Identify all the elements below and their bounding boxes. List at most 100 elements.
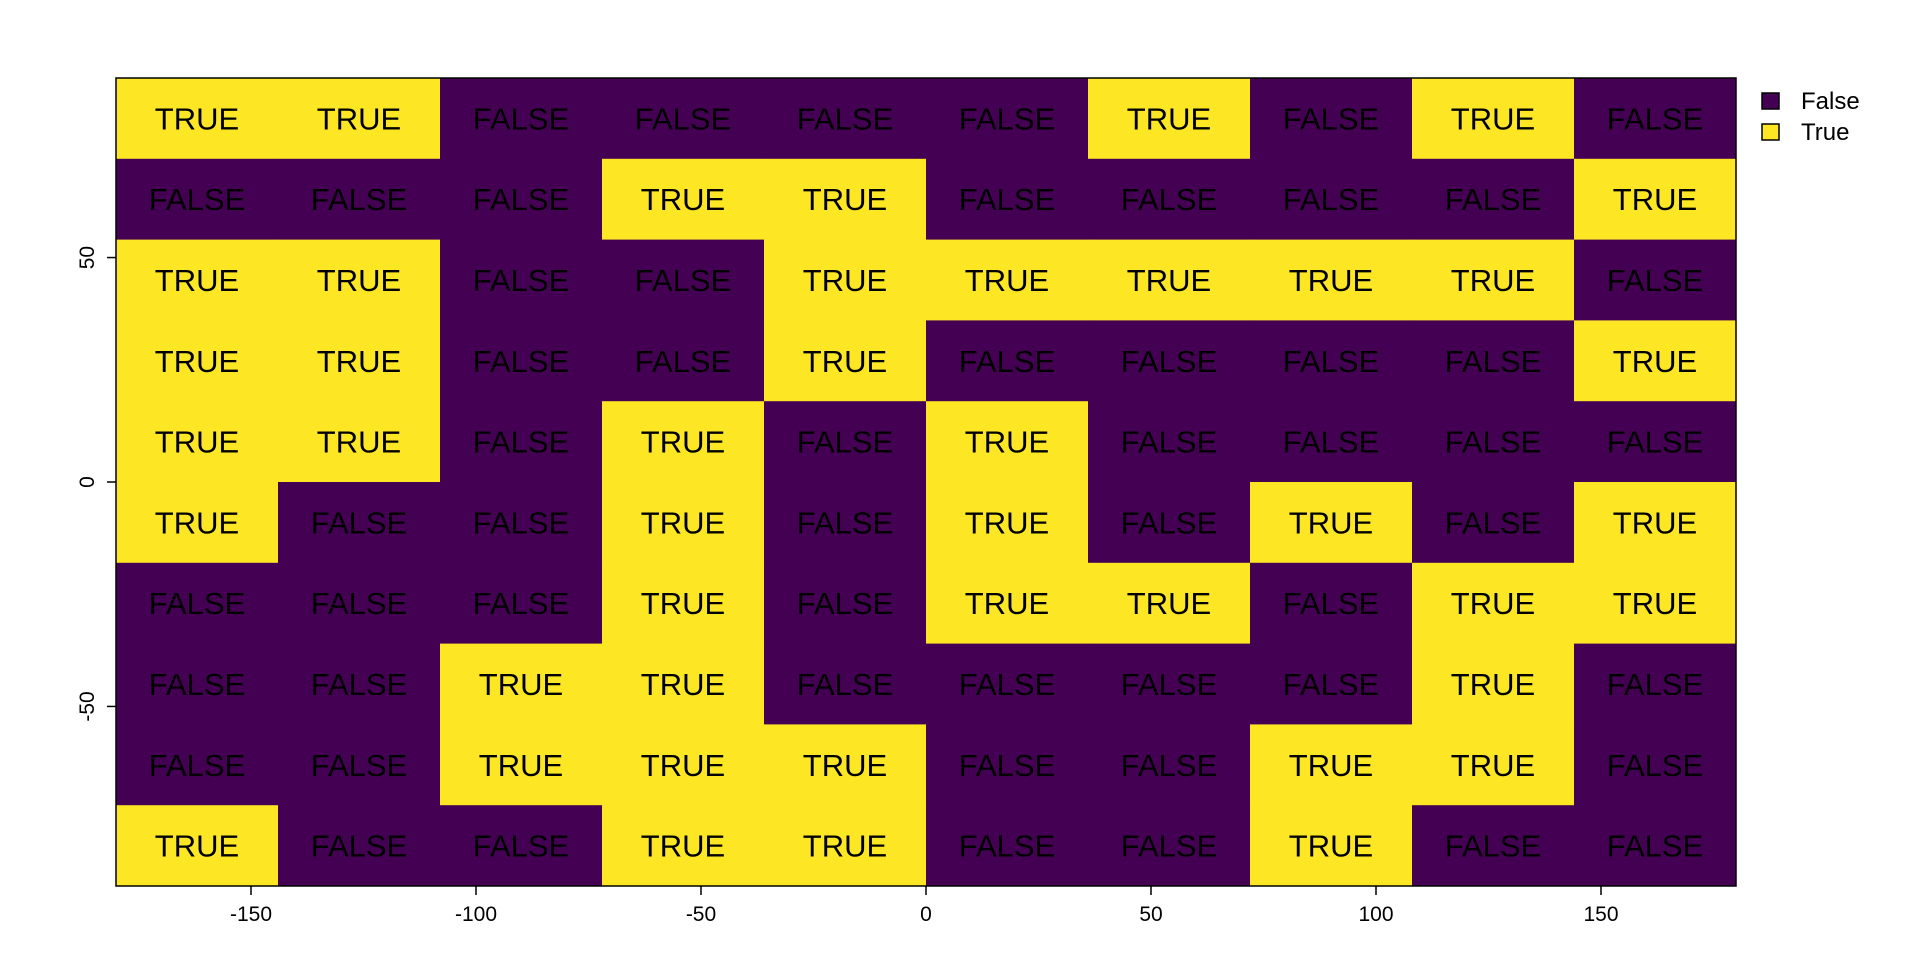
cell-value-label: FALSE [311, 505, 408, 540]
cell-value-label: TRUE [1613, 505, 1697, 540]
x-tick-label: 100 [1358, 903, 1393, 926]
heatmap-cell [116, 724, 279, 806]
heatmap-cell [1412, 78, 1575, 160]
heatmap-cell [926, 401, 1089, 483]
heatmap-cell [440, 482, 603, 564]
cell-value-label: FALSE [959, 182, 1056, 217]
heatmap-cell [1250, 158, 1413, 241]
cell-value-label: TRUE [803, 182, 887, 217]
heatmap-cell [926, 805, 1089, 887]
cell-value-label: FALSE [1445, 344, 1542, 379]
heatmap-cell [1412, 724, 1575, 806]
heatmap-cell [278, 158, 441, 241]
heatmap-cell [1250, 482, 1413, 564]
cell-value-label: TRUE [1451, 748, 1535, 783]
cell-value-label: TRUE [317, 263, 401, 298]
heatmap-cell [1412, 239, 1575, 321]
cell-value-label: FALSE [959, 667, 1056, 702]
heatmap-cell [1088, 158, 1251, 241]
cell-value-label: TRUE [1451, 586, 1535, 621]
cell-value-label: FALSE [473, 425, 570, 460]
cell-value-label: FALSE [1283, 586, 1380, 621]
cell-value-label: TRUE [1289, 748, 1373, 783]
cell-value-label: FALSE [959, 101, 1056, 136]
cell-value-label: FALSE [473, 101, 570, 136]
cell-value-label: FALSE [797, 425, 894, 460]
heatmap-cell [926, 643, 1089, 725]
heatmap-cell [278, 562, 441, 645]
cell-value-label: TRUE [1451, 263, 1535, 298]
heatmap-cell [440, 805, 603, 887]
heatmap-cell [1088, 643, 1251, 725]
cell-value-label: FALSE [311, 667, 408, 702]
cell-value-label: TRUE [965, 425, 1049, 460]
cell-value-label: TRUE [641, 829, 725, 864]
x-tick-label: -150 [230, 903, 272, 926]
heatmap-cell [764, 401, 927, 483]
heatmap-cell [926, 562, 1089, 645]
heatmap-cell [764, 805, 927, 887]
cell-value-label: TRUE [641, 425, 725, 460]
cell-value-label: TRUE [965, 263, 1049, 298]
cell-value-label: FALSE [473, 505, 570, 540]
cell-value-label: TRUE [155, 101, 239, 136]
heatmap-cell [602, 482, 765, 564]
cell-value-label: FALSE [149, 586, 246, 621]
cell-value-label: FALSE [1121, 667, 1218, 702]
cell-value-label: FALSE [635, 344, 732, 379]
cell-value-label: FALSE [1607, 667, 1704, 702]
cell-value-label: TRUE [1289, 829, 1373, 864]
cell-value-label: TRUE [1613, 344, 1697, 379]
cell-value-label: FALSE [959, 344, 1056, 379]
heatmap-cell [1250, 239, 1413, 321]
cell-value-label: FALSE [1283, 425, 1380, 460]
heatmap-cell [602, 724, 765, 806]
heatmap-cell [1412, 805, 1575, 887]
heatmap-cell [1088, 320, 1251, 402]
heatmap-cell [1250, 401, 1413, 483]
cell-value-label: FALSE [473, 182, 570, 217]
cell-value-label: FALSE [149, 182, 246, 217]
cell-value-label: FALSE [311, 829, 408, 864]
x-tick-label: 0 [920, 903, 932, 926]
heatmap-cell [1412, 401, 1575, 483]
heatmap-cell [1088, 239, 1251, 321]
heatmap-cell [116, 158, 279, 241]
cell-value-label: FALSE [797, 667, 894, 702]
heatmap-cell [1088, 805, 1251, 887]
cell-value-label: FALSE [473, 344, 570, 379]
heatmap-cell [440, 320, 603, 402]
heatmap-cell [926, 320, 1089, 402]
cell-value-label: TRUE [965, 586, 1049, 621]
cell-value-label: TRUE [1289, 263, 1373, 298]
legend-swatch [1761, 123, 1780, 141]
y-axis: 50 0 -50 [76, 246, 116, 722]
cell-value-label: TRUE [479, 667, 563, 702]
cell-value-label: FALSE [1121, 425, 1218, 460]
heatmap-cell [1574, 239, 1737, 321]
heatmap-cell [602, 401, 765, 483]
cell-value-label: FALSE [1607, 829, 1704, 864]
cell-value-label: FALSE [1283, 182, 1380, 217]
cell-value-label: FALSE [1445, 425, 1542, 460]
cell-value-label: FALSE [1283, 344, 1380, 379]
cell-value-label: FALSE [797, 586, 894, 621]
cell-value-label: FALSE [1607, 101, 1704, 136]
cell-value-label: FALSE [959, 748, 1056, 783]
heatmap-cell [1574, 401, 1737, 483]
cell-value-label: FALSE [635, 263, 732, 298]
cell-value-label: FALSE [149, 667, 246, 702]
cell-value-label: FALSE [1445, 829, 1542, 864]
heatmap-cell [278, 643, 441, 725]
cell-value-label: TRUE [1451, 101, 1535, 136]
heatmap-cells: TRUE TRUE FALSE FALSE FALSE FALSE TRUE FALSE TRU… [116, 78, 1737, 887]
heatmap-cell [116, 239, 279, 321]
cell-value-label: TRUE [1127, 586, 1211, 621]
heatmap-cell [1412, 562, 1575, 645]
cell-value-label: TRUE [155, 263, 239, 298]
heatmap-cell [764, 724, 927, 806]
cell-value-label: FALSE [1283, 101, 1380, 136]
heatmap-cell [116, 805, 279, 887]
cell-value-label: TRUE [1289, 505, 1373, 540]
